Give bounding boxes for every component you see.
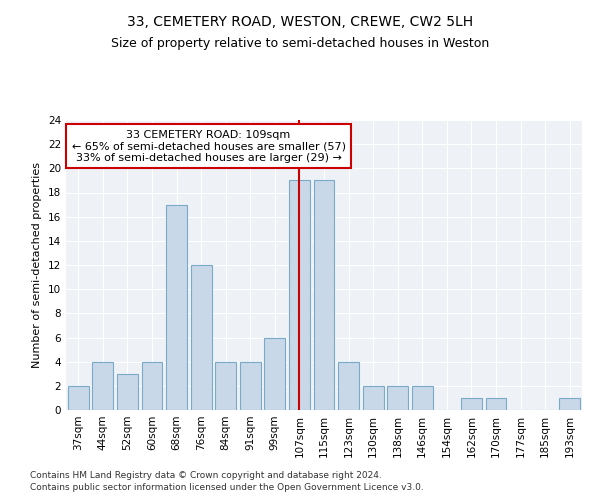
Y-axis label: Number of semi-detached properties: Number of semi-detached properties (32, 162, 43, 368)
Bar (117, 374, 138, 410)
Bar (412, 386, 433, 410)
Bar (265, 338, 286, 410)
Bar (166, 204, 187, 410)
Bar (68, 386, 89, 410)
Bar (387, 386, 408, 410)
Bar (461, 398, 482, 410)
Bar (559, 398, 580, 410)
Text: Contains HM Land Registry data © Crown copyright and database right 2024.: Contains HM Land Registry data © Crown c… (30, 471, 382, 480)
Bar (191, 265, 212, 410)
Bar (289, 180, 310, 410)
Bar (142, 362, 163, 410)
Bar (92, 362, 113, 410)
Bar (314, 180, 334, 410)
Text: Contains public sector information licensed under the Open Government Licence v3: Contains public sector information licen… (30, 484, 424, 492)
Bar (485, 398, 506, 410)
Bar (240, 362, 261, 410)
Bar (338, 362, 359, 410)
Bar (215, 362, 236, 410)
Text: 33 CEMETERY ROAD: 109sqm
← 65% of semi-detached houses are smaller (57)
33% of s: 33 CEMETERY ROAD: 109sqm ← 65% of semi-d… (71, 130, 346, 163)
Bar (362, 386, 383, 410)
Text: 33, CEMETERY ROAD, WESTON, CREWE, CW2 5LH: 33, CEMETERY ROAD, WESTON, CREWE, CW2 5L… (127, 15, 473, 29)
Text: Size of property relative to semi-detached houses in Weston: Size of property relative to semi-detach… (111, 38, 489, 51)
